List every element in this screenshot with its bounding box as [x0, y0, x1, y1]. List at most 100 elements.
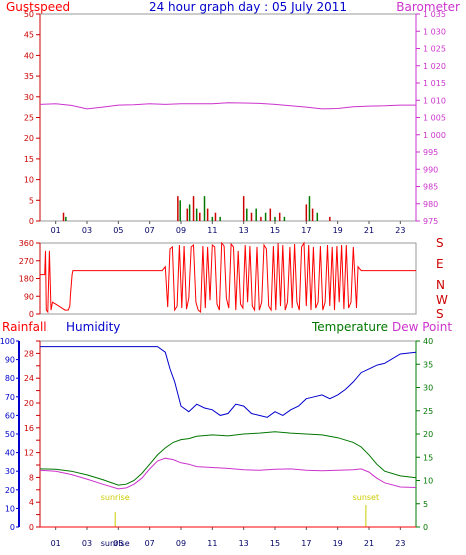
- p1-x-tick-label: 23: [395, 226, 405, 235]
- p3-x-tick-label: 11: [207, 539, 217, 548]
- baro-y-tick-label: 1 020: [423, 62, 446, 71]
- sunrise-text: sunrise: [101, 493, 130, 502]
- gust-barometer-panel: Gustspeed 24 hour graph day : 05 July 20…: [6, 0, 460, 235]
- gust-y-tick-label: 20: [24, 134, 34, 143]
- humidity-y-tick-label: 10: [5, 504, 15, 513]
- p1-x-tick-label: 03: [82, 226, 92, 235]
- p3-x-tick-label: 03: [82, 539, 92, 548]
- gust-y-tick-label: 10: [24, 176, 34, 185]
- dir-y-tick-label: 180: [19, 275, 34, 284]
- p3-x-tick-label: 09: [176, 539, 186, 548]
- compass-label: S: [436, 307, 444, 321]
- rain-y-tick-label: 12: [24, 449, 34, 458]
- p1-x-tick-label: 05: [113, 226, 123, 235]
- dewpoint-line: [39, 457, 417, 490]
- p1-x-tick-label: 13: [239, 226, 249, 235]
- temperature-label: Temperature: [311, 320, 388, 334]
- temp-y-tick-label: 15: [423, 453, 433, 462]
- humidity-y-tick-label: 0: [10, 523, 15, 532]
- dir-y-tick-label: 270: [19, 257, 34, 266]
- wind-direction-line: [40, 241, 416, 314]
- humidity-y-tick-label: 40: [5, 449, 15, 458]
- panel1-plot-area: [39, 13, 417, 222]
- baro-y-tick-label: 1 005: [423, 114, 446, 123]
- baro-y-tick-label: 990: [423, 165, 438, 174]
- baro-y-tick-label: 985: [423, 183, 438, 192]
- rain-y-tick-label: 4: [29, 498, 34, 507]
- p1-x-tick-label: 19: [333, 226, 343, 235]
- barometer-line: [39, 102, 416, 110]
- gust-y-tick-label: 30: [24, 93, 34, 102]
- gust-y-tick-label: 25: [24, 114, 34, 123]
- temp-y-tick-label: 40: [423, 337, 433, 346]
- humidity-label: Humidity: [66, 320, 120, 334]
- p3-x-tick-label: 13: [239, 539, 249, 548]
- gust-y-tick-label: 35: [24, 72, 34, 81]
- gust-y-tick-label: 40: [24, 51, 34, 60]
- p3-x-tick-label: 21: [364, 539, 374, 548]
- compass-label: S: [436, 236, 444, 250]
- baro-y-tick-label: 1 030: [423, 27, 446, 36]
- p1-x-tick-label: 17: [301, 226, 311, 235]
- temp-y-tick-label: 5: [423, 500, 428, 509]
- p3-x-tick-label: 15: [270, 539, 280, 548]
- baro-y-tick-label: 995: [423, 148, 438, 157]
- p3-x-tick-label: 19: [333, 539, 343, 548]
- gust-y-tick-label: 15: [24, 155, 34, 164]
- p3-x-tick-label: 05: [113, 539, 123, 548]
- compass-label: W: [436, 293, 448, 307]
- graph-title: 24 hour graph day : 05 July 2011: [149, 0, 347, 14]
- dewpoint-label: Dew Point: [392, 320, 452, 334]
- dir-y-tick-label: 90: [24, 292, 34, 301]
- baro-y-tick-label: 1 025: [423, 45, 446, 54]
- compass-label: N: [436, 278, 445, 292]
- p1-x-tick-label: 07: [145, 226, 155, 235]
- dir-y-tick-label: 0: [29, 310, 34, 319]
- baro-y-tick-label: 975: [423, 217, 438, 226]
- humidity-line: [40, 346, 417, 418]
- p1-x-tick-label: 01: [51, 226, 61, 235]
- baro-y-tick-label: 1 035: [423, 10, 446, 19]
- gust-y-tick-label: 45: [24, 31, 34, 40]
- p1-x-tick-label: 15: [270, 226, 280, 235]
- gust-y-tick-label: 50: [24, 10, 34, 19]
- temp-y-tick-label: 35: [423, 360, 433, 369]
- temp-y-tick-label: 10: [423, 477, 433, 486]
- temp-y-tick-label: 20: [423, 430, 433, 439]
- p3-x-tick-label: 17: [301, 539, 311, 548]
- p3-x-tick-label: 07: [145, 539, 155, 548]
- humidity-y-tick-label: 100: [0, 337, 15, 346]
- p3-x-tick-label: 01: [51, 539, 61, 548]
- gust-y-tick-label: 0: [29, 217, 34, 226]
- temp-humidity-panel: Rainfall Humidity Temperature Dew Point …: [0, 320, 452, 548]
- humidity-y-tick-label: 50: [5, 430, 15, 439]
- humidity-y-tick-label: 60: [5, 411, 15, 420]
- temp-y-tick-label: 25: [423, 407, 433, 416]
- humidity-y-tick-label: 70: [5, 393, 15, 402]
- sunrise-axis-text: sunrise: [101, 539, 130, 548]
- baro-y-tick-label: 1 000: [423, 131, 446, 140]
- rainfall-label: Rainfall: [2, 320, 47, 334]
- temperature-line: [39, 431, 417, 486]
- humidity-y-tick-label: 20: [5, 486, 15, 495]
- p1-x-tick-label: 11: [207, 226, 217, 235]
- rain-y-tick-label: 24: [24, 374, 34, 383]
- temp-y-tick-label: 30: [423, 384, 433, 393]
- p1-x-tick-label: 21: [364, 226, 374, 235]
- p1-x-tick-label: 09: [176, 226, 186, 235]
- rain-y-tick-label: 28: [24, 349, 34, 358]
- humidity-y-tick-label: 30: [5, 467, 15, 476]
- rain-y-tick-label: 16: [24, 424, 34, 433]
- gustspeed-label: Gustspeed: [6, 0, 70, 14]
- rain-y-tick-label: 0: [29, 523, 34, 532]
- humidity-y-tick-label: 80: [5, 374, 15, 383]
- sunset-text: sunset: [353, 493, 380, 502]
- dir-y-tick-label: 360: [19, 239, 34, 248]
- rain-y-tick-label: 8: [29, 473, 34, 482]
- barometer-label: Barometer: [396, 0, 460, 14]
- humidity-y-tick-label: 90: [5, 356, 15, 365]
- temp-y-tick-label: 0: [423, 523, 428, 532]
- gust-y-tick-label: 5: [29, 196, 34, 205]
